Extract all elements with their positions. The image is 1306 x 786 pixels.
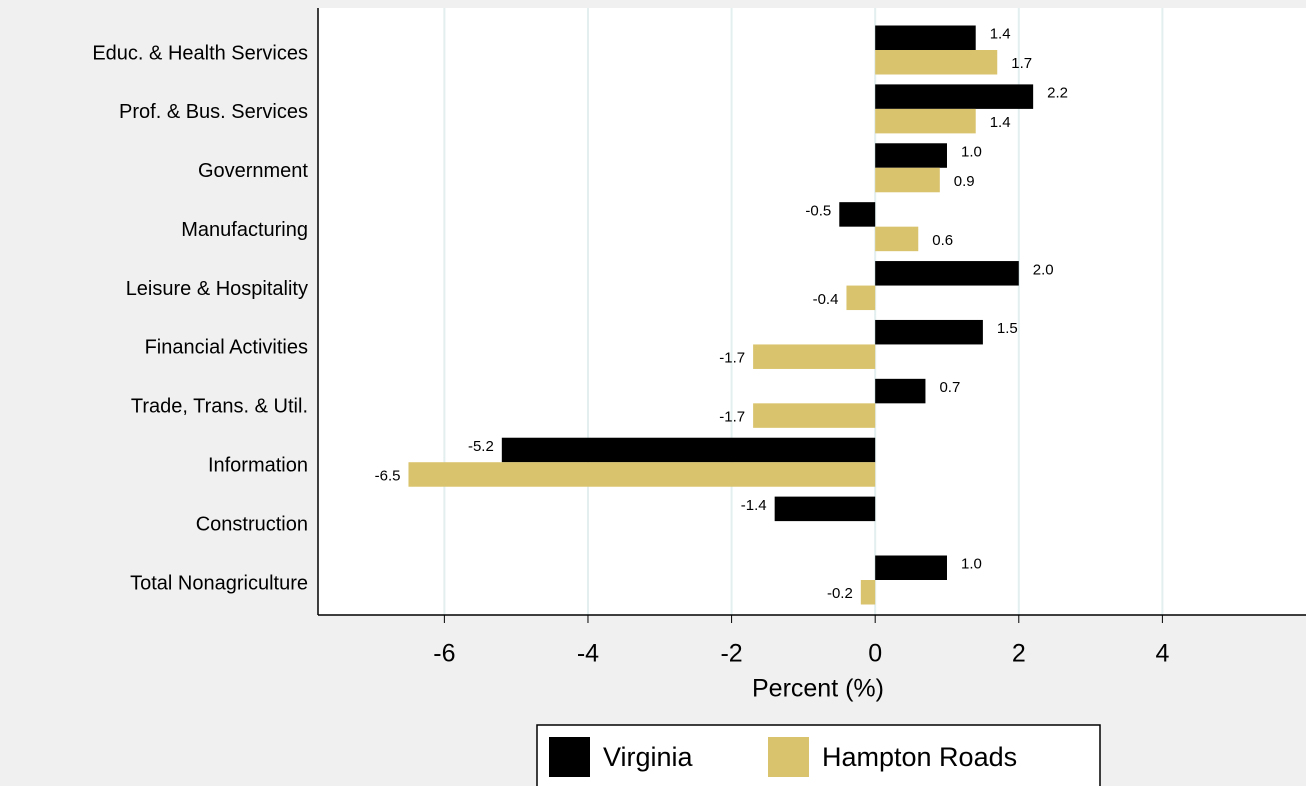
bar: [875, 50, 998, 75]
value-label: 0.6: [932, 232, 953, 249]
value-label: -5.2: [468, 438, 494, 455]
y-tick-label: Information: [208, 455, 308, 477]
bar: [875, 25, 976, 50]
bar: [875, 555, 947, 580]
bar: [875, 108, 976, 134]
x-tick-label: -2: [720, 640, 742, 668]
y-tick-label: Trade, Trans. & Util.: [131, 396, 308, 418]
value-label: -1.4: [741, 497, 767, 514]
plot-area: [318, 8, 1306, 615]
y-tick-label: Educ. & Health Services: [92, 42, 308, 64]
y-tick-label: Prof. & Bus. Services: [119, 101, 308, 123]
value-label: -0.5: [805, 202, 831, 219]
bar: [774, 496, 876, 522]
y-tick-label: Construction: [196, 513, 308, 535]
bar: [501, 437, 876, 463]
bar: [753, 344, 876, 369]
legend-box: [536, 724, 1101, 786]
value-label: 1.7: [1011, 55, 1032, 72]
bar: [875, 84, 1034, 109]
legend-swatch: [549, 737, 590, 777]
value-label: -1.7: [719, 350, 745, 367]
y-tick-label: Manufacturing: [181, 219, 308, 241]
value-label: 0.7: [939, 379, 960, 396]
bar: [875, 261, 1019, 286]
value-label: -0.4: [813, 291, 839, 308]
value-label: 1.4: [990, 26, 1011, 43]
y-tick-label: Leisure & Hospitality: [126, 278, 308, 300]
y-tick-label: Financial Activities: [145, 337, 308, 359]
value-label: 1.5: [997, 320, 1018, 337]
value-label: 0.9: [954, 173, 975, 190]
y-tick-label: Total Nonagriculture: [130, 572, 308, 594]
x-tick-label: 4: [1155, 640, 1169, 668]
legend-label: Hampton Roads: [822, 742, 1017, 772]
bar: [753, 403, 876, 428]
value-label: 1.0: [961, 143, 982, 160]
x-axis-title: Percent (%): [752, 675, 884, 703]
value-label: 2.2: [1047, 85, 1068, 102]
legend-swatch: [768, 737, 809, 777]
value-label: 1.4: [990, 114, 1011, 131]
x-tick-label: -4: [577, 640, 599, 668]
value-label: 1.0: [961, 556, 982, 573]
bar: [875, 167, 940, 193]
bar: [875, 226, 919, 252]
value-label: -6.5: [375, 467, 401, 484]
x-tick-label: -6: [433, 640, 455, 668]
bar: [408, 462, 876, 487]
bar: [846, 285, 876, 311]
value-label: -1.7: [719, 409, 745, 426]
bar: [875, 143, 947, 168]
bar: [860, 580, 876, 605]
value-label: -0.2: [827, 585, 853, 602]
x-tick-label: 0: [868, 640, 882, 668]
legend-label: Virginia: [603, 742, 694, 772]
value-label: 2.0: [1033, 261, 1054, 278]
bar: [875, 319, 983, 345]
bar: [839, 202, 876, 227]
y-tick-label: Government: [198, 160, 308, 182]
bar: [875, 378, 926, 404]
x-tick-label: 2: [1012, 640, 1026, 668]
